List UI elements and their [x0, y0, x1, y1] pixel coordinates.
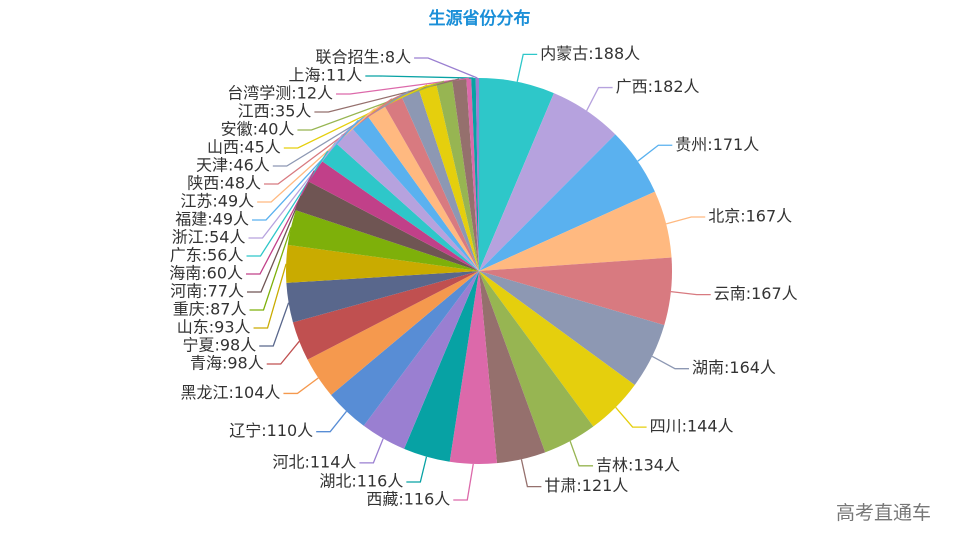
pie-slice-18 [295, 181, 479, 271]
slice-label-0: 内蒙古:188人 [540, 44, 640, 63]
pie-slice-19 [308, 160, 479, 271]
leader-line-7 [569, 440, 594, 467]
slice-label-15: 宁夏:98人 [182, 336, 256, 355]
pie-slice-16 [286, 244, 479, 283]
pie-slice-5 [479, 271, 665, 385]
pie-slice-14 [292, 271, 479, 360]
slice-label-23: 江苏:49人 [180, 192, 254, 211]
slice-label-20: 广东:56人 [170, 246, 244, 265]
leader-line-30 [365, 75, 474, 79]
pie-slice-29 [466, 78, 479, 271]
pie-slice-12 [331, 271, 479, 426]
leader-line-9 [453, 463, 474, 501]
slice-label-13: 黑龙江:104人 [180, 383, 280, 402]
pie-slice-0 [479, 78, 554, 271]
leader-line-12 [316, 410, 347, 433]
leader-line-4 [670, 290, 711, 296]
pie-slice-4 [479, 257, 673, 326]
slice-label-25: 天津:46人 [196, 156, 270, 175]
leader-line-18 [247, 195, 302, 293]
label-leader-lines [246, 53, 711, 501]
leader-line-13 [283, 377, 319, 395]
pie-slice-15 [286, 271, 479, 323]
leader-line-14 [266, 340, 300, 365]
slice-label-22: 福建:49人 [175, 210, 249, 229]
leader-line-20 [246, 150, 329, 257]
slice-label-7: 吉林:134人 [596, 455, 680, 474]
leader-line-6 [615, 406, 647, 428]
slice-label-12: 辽宁:110人 [229, 421, 313, 440]
pie-slice-17 [287, 210, 479, 271]
leader-line-1 [586, 86, 613, 112]
slice-label-11: 河北:114人 [272, 452, 356, 471]
leader-line-0 [516, 53, 538, 82]
slice-label-17: 重庆:87人 [173, 300, 247, 319]
leader-line-29 [336, 77, 469, 95]
slice-label-5: 湖南:164人 [692, 358, 776, 377]
pie-slice-9 [449, 271, 497, 464]
leader-line-10 [406, 456, 428, 483]
leader-line-16 [253, 263, 287, 329]
slice-labels: 内蒙古:188人广西:182人贵州:171人北京:167人云南:167人湖南:1… [169, 44, 797, 509]
leader-line-11 [359, 438, 384, 464]
slice-label-8: 甘肃:121人 [544, 476, 628, 495]
pie-slice-6 [479, 271, 635, 427]
leader-line-3 [665, 216, 706, 225]
pie-slice-2 [479, 134, 655, 271]
leader-line-17 [249, 227, 292, 311]
pie-slice-20 [320, 142, 479, 271]
slice-label-18: 河南:77人 [170, 282, 244, 301]
pie-slice-3 [479, 191, 672, 271]
slice-label-24: 陕西:48人 [187, 174, 261, 193]
pie-slice-13 [307, 271, 479, 395]
slice-label-3: 北京:167人 [708, 206, 792, 225]
pie-slice-30 [471, 78, 479, 271]
pie-slice-8 [479, 271, 546, 464]
slice-label-14: 青海:98人 [190, 354, 264, 373]
pie-slice-28 [452, 78, 479, 271]
pie-slice-26 [418, 82, 479, 271]
pie-slices [286, 78, 673, 464]
slice-label-27: 安徽:40人 [221, 120, 295, 139]
chart-title: 生源省份分布 [428, 9, 531, 29]
slice-label-21: 浙江:54人 [172, 228, 246, 247]
leader-line-15 [259, 302, 290, 347]
slice-label-2: 贵州:171人 [675, 135, 759, 154]
slice-label-4: 云南:167人 [714, 284, 798, 303]
pie-slice-24 [383, 94, 479, 271]
slice-label-30: 上海:11人 [289, 66, 363, 85]
pie-slice-22 [350, 114, 479, 271]
pie-slice-1 [479, 93, 616, 271]
leader-line-5 [651, 355, 690, 370]
slice-label-16: 山东:93人 [177, 318, 251, 337]
slice-label-10: 湖北:116人 [319, 472, 403, 491]
pie-slice-11 [363, 271, 479, 449]
pie-slice-27 [435, 79, 479, 271]
slice-label-1: 广西:182人 [616, 77, 700, 96]
pie-slice-31 [475, 78, 479, 271]
slice-label-19: 海南:60人 [169, 264, 243, 283]
leader-line-31 [414, 57, 478, 79]
slice-label-6: 四川:144人 [650, 417, 734, 436]
pie-slice-21 [335, 126, 479, 271]
pie-slice-7 [479, 271, 594, 453]
leader-line-2 [637, 144, 673, 162]
slice-label-26: 山西:45人 [207, 138, 281, 157]
pie-slice-10 [404, 271, 479, 462]
slice-label-9: 西藏:116人 [366, 490, 450, 509]
leader-line-8 [520, 459, 542, 488]
pie-slice-25 [400, 87, 479, 272]
pie-slice-23 [366, 103, 479, 272]
leader-line-19 [246, 170, 315, 275]
watermark: 高考直通车 [835, 502, 931, 524]
slice-label-28: 江西:35人 [238, 102, 312, 121]
slice-label-29: 台湾学测:12人 [227, 84, 333, 103]
slice-label-31: 联合招生:8人 [316, 48, 412, 67]
